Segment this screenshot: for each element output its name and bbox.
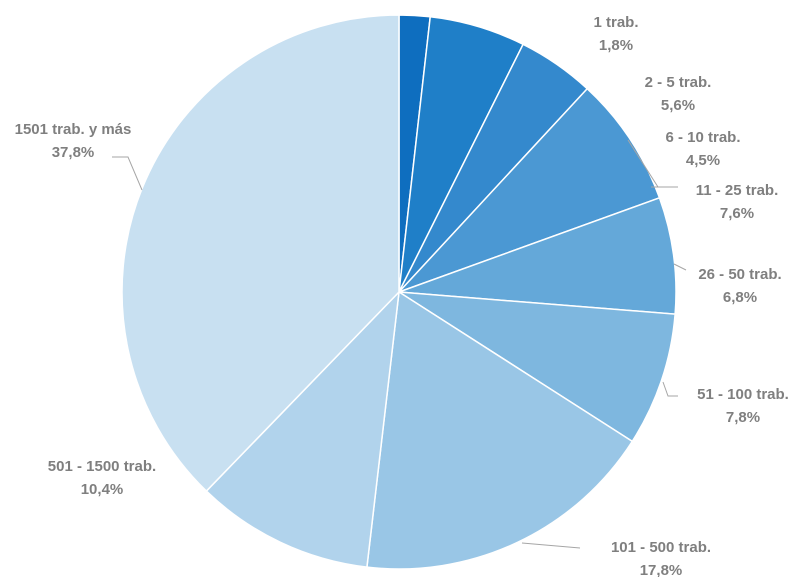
pie-slice-4: [398, 87, 661, 293]
pie-slice-7: [366, 290, 634, 570]
leader-line-7: [521, 542, 581, 549]
leader-line-6: [662, 381, 678, 397]
slice-category-label: 501 - 1500 trab.: [48, 458, 156, 475]
slice-category-label: 1 trab.: [593, 14, 638, 31]
leader-line-9: [112, 156, 143, 191]
slice-value-label: 17,8%: [640, 562, 683, 577]
slice-value-label: 1,8%: [599, 37, 633, 54]
data-labels-layer: 1 trab. 1,8% 2 - 5 trab. 5,6% 6 - 10 trab. 4,…: [15, 14, 789, 577]
slice-value-label: 7,8%: [726, 409, 760, 426]
leader-line-5: [673, 263, 687, 271]
pie-slice-6: [398, 291, 676, 443]
slice-value-label: 10,4%: [81, 481, 124, 498]
slice-category-label: 101 - 500 trab.: [611, 539, 711, 556]
slices-layer: [121, 14, 677, 570]
pie-slice-5: [398, 196, 677, 315]
slice-category-label: 6 - 10 trab.: [665, 129, 740, 146]
slice-category-label: 1501 trab. y más: [15, 121, 132, 138]
slice-category-label: 11 - 25 trab.: [696, 182, 779, 199]
slice-value-label: 5,6%: [661, 97, 695, 114]
pie-slice-8: [205, 289, 401, 568]
slice-category-label: 51 - 100 trab.: [697, 386, 789, 403]
slice-value-label: 37,8%: [52, 144, 95, 161]
leader-lines-layer: [112, 139, 687, 549]
slice-value-label: 4,5%: [686, 152, 720, 169]
slice-value-label: 6,8%: [723, 289, 757, 306]
slice-category-label: 2 - 5 trab.: [645, 74, 712, 91]
slice-value-label: 7,6%: [720, 205, 754, 222]
slice-category-label: 26 - 50 trab.: [698, 266, 781, 283]
pie-slice-9: [121, 14, 400, 493]
